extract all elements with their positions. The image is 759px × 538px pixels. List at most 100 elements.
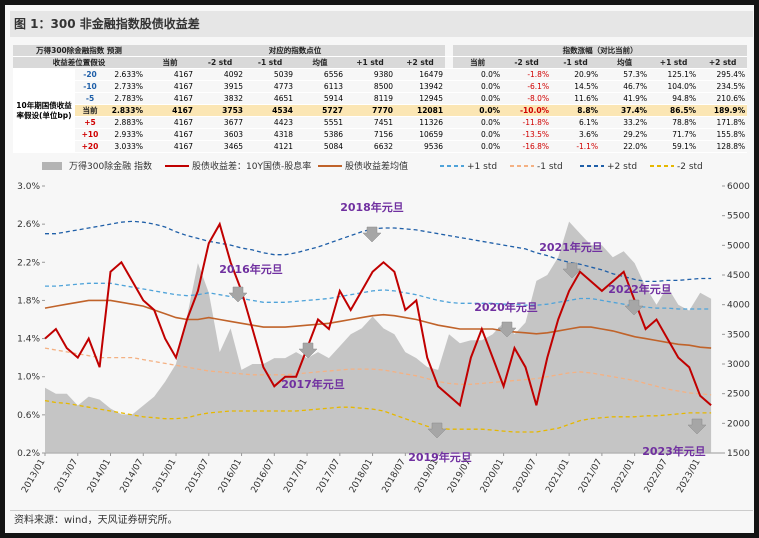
cell: -1.1% [551, 140, 601, 153]
column-header: +1 std [345, 56, 396, 69]
table-row: +20 3.033% 4167 3465 4121 5084 6632 9536 0.0% -16… [13, 140, 748, 153]
cell: 4773 [245, 80, 296, 93]
cell: 2.833% [105, 104, 146, 117]
cell: 5727 [295, 104, 346, 117]
x-tick-label: 2015/01 [151, 458, 178, 495]
chart: 0.2% 0.6% 1.0% 1.4% 1.8% 2.2% 2.6% 3.0% 1500 2000… [17, 160, 750, 495]
cell: 13942 [395, 80, 446, 93]
y-tick-label: 1.8% [17, 296, 40, 306]
gap [445, 45, 454, 57]
cell: 3603 [195, 128, 246, 141]
column-header: +2 std [698, 56, 748, 69]
cell: 14.5% [551, 80, 601, 93]
group-header: 对应的指数点位 [145, 45, 446, 57]
cell: 8500 [345, 80, 396, 93]
cell: 6632 [345, 140, 396, 153]
row-group-header: 10年期国债收益率假设(单位bp) [13, 68, 75, 153]
annotation-arrow [228, 286, 248, 303]
cell: 4092 [195, 68, 246, 81]
cell: 22.0% [600, 140, 650, 153]
cell: -10.0% [502, 104, 552, 117]
annotation: 2018年元旦 [340, 200, 404, 214]
cell: 33.2% [600, 116, 650, 129]
row-label: -20 [75, 68, 105, 81]
cell: 7451 [345, 116, 396, 129]
corner-header: 万得300除金融指数 预测 [13, 45, 146, 57]
cell: 295.4% [698, 68, 748, 81]
legend-label: -2 std [677, 162, 703, 172]
cell: 5386 [295, 128, 346, 141]
column-header: -1 std [551, 56, 601, 69]
cell: 3753 [195, 104, 246, 117]
cell: 4318 [245, 128, 296, 141]
y2-tick-label: 5000 [727, 241, 750, 251]
x-tick-label: 2022/01 [610, 458, 637, 495]
x-tick-label: 2013/01 [20, 458, 47, 495]
cell: 4121 [245, 140, 296, 153]
row-label: 当前 [75, 104, 105, 117]
cell: 29.2% [600, 128, 650, 141]
x-tick-label: 2015/07 [184, 458, 211, 495]
y-tick-label: 2.2% [17, 258, 40, 268]
x-tick-label: 2022/07 [643, 458, 670, 495]
series-line [45, 220, 712, 283]
y-tick-label: 0.2% [17, 449, 40, 459]
cell: 10659 [395, 128, 446, 141]
legend-label: 股债收益差：10Y国债-股息率 [192, 160, 311, 172]
cell: 57.3% [600, 68, 650, 81]
x-tick-label: 2013/07 [53, 458, 80, 495]
annotation-arrow [562, 262, 582, 279]
y2-tick-label: 2000 [727, 419, 750, 429]
column-header: 均值 [600, 56, 650, 69]
annotation-arrow [427, 422, 447, 439]
group-header: 指数涨幅（对比当前） [453, 45, 748, 57]
gap [445, 56, 454, 69]
cell: 3677 [195, 116, 246, 129]
cell: 4423 [245, 116, 296, 129]
cell: 4651 [245, 92, 296, 105]
series-line [45, 282, 712, 310]
y2-tick-label: 3000 [727, 360, 750, 370]
column-header: 均值 [295, 56, 346, 69]
cell: 8119 [345, 92, 396, 105]
table-row: -10 2.733% 4167 3915 4773 6113 8500 13942 0.0% -6… [13, 80, 748, 93]
legend-label: 万得300除金融 指数 [69, 160, 152, 172]
x-tick-label: 2016/01 [217, 458, 244, 495]
y-tick-label: 2.6% [17, 220, 40, 230]
cell: 5551 [295, 116, 346, 129]
cell: 4167 [145, 68, 196, 81]
table-row: 当前 2.833% 4167 3753 4534 5727 7770 12081 0.0% -10… [13, 104, 748, 117]
x-tick-label: 2020/07 [512, 458, 539, 495]
column-header: 当前 [453, 56, 503, 69]
y2-tick-label: 6000 [727, 182, 750, 192]
row-label: +5 [75, 116, 105, 129]
cell: -11.8% [502, 116, 552, 129]
cell: 155.8% [698, 128, 748, 141]
cell: 3465 [195, 140, 246, 153]
gap [445, 92, 454, 105]
annotation-arrow [497, 321, 517, 338]
annotation-arrow [687, 418, 707, 435]
legend-label: 股债收益差均值 [345, 160, 408, 172]
table-row: -5 2.783% 4167 3832 4651 5914 8119 12945 0.0% -8.… [13, 92, 748, 105]
cell: 6.1% [551, 116, 601, 129]
cell: 210.6% [698, 92, 748, 105]
cell: 128.8% [698, 140, 748, 153]
cell: 12945 [395, 92, 446, 105]
x-tick-label: 2021/01 [544, 458, 571, 495]
cell: 8.8% [551, 104, 601, 117]
gap [445, 68, 454, 81]
y2-tick-label: 4000 [727, 301, 750, 311]
annotation: 2016年元旦 [219, 262, 283, 276]
table-row: 10年期国债收益率假设(单位bp) -20 2.633% 4167 4092 5039 65… [13, 68, 748, 153]
cell: 7156 [345, 128, 396, 141]
gap [445, 128, 454, 141]
cell: 3832 [195, 92, 246, 105]
row-label: +20 [75, 140, 105, 153]
cell: 0.0% [453, 140, 503, 153]
figure-title: 图 1：300 非金融指数股债收益差 [10, 11, 753, 37]
x-tick-label: 2014/07 [119, 458, 146, 495]
cell: 189.9% [698, 104, 748, 117]
y2-tick-label: 1500 [727, 449, 750, 459]
cell: 0.0% [453, 80, 503, 93]
